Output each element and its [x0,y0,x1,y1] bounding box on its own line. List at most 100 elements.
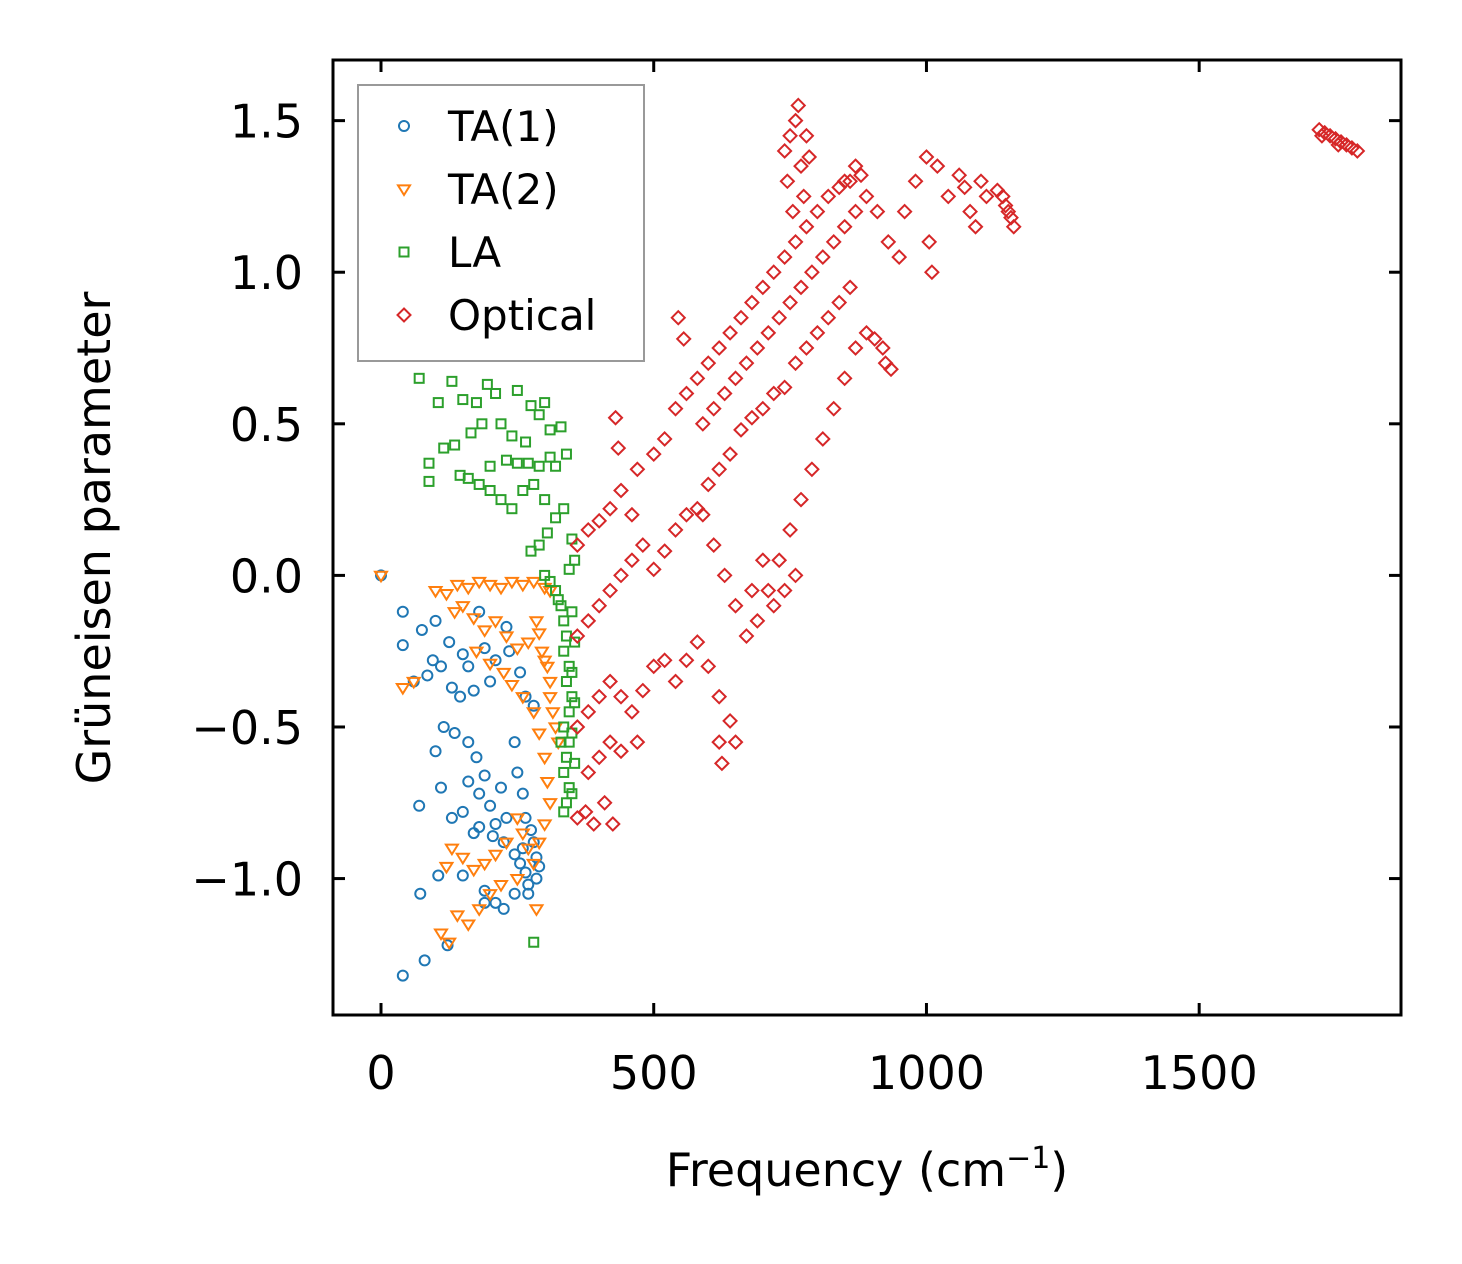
data-point [765,597,782,614]
data-point [956,179,973,196]
data-point [784,203,801,220]
data-point [396,605,409,618]
data-point [516,787,529,800]
legend-entry: TA(1) [398,102,559,151]
data-point [978,188,995,205]
data-point [470,397,482,409]
data-point [569,719,586,735]
data-point [711,688,728,705]
data-point [645,658,662,675]
data-point [853,167,869,184]
data-point [456,805,469,818]
legend-marker [398,246,410,258]
x-tick-label: 0 [366,1046,395,1100]
data-point [525,545,537,557]
data-point [560,448,572,460]
data-point [716,567,733,584]
data-point [511,457,523,469]
data-point [782,127,799,144]
data-point [749,340,766,356]
data-point [566,788,578,800]
data-point [435,660,447,673]
data-point [462,660,475,673]
data-point [700,658,717,675]
data-point [500,811,513,824]
data-point [457,394,469,406]
data-point [522,457,534,469]
legend-label: TA(2) [447,165,559,214]
data-point [738,355,755,372]
data-point [782,294,799,311]
data-point [798,340,815,356]
data-point [563,563,575,575]
legend-entry: Optical [396,291,596,340]
data-point [484,675,497,688]
data-point [716,385,733,402]
data-point [468,646,485,660]
data-point [678,385,695,402]
data-point [446,375,458,387]
data-point [520,843,537,857]
data-point [623,552,640,569]
data-point [525,707,542,720]
data-point [438,861,455,875]
data-marks [373,97,1366,982]
data-point [536,819,553,832]
data-point [396,969,409,982]
data-point [427,585,444,599]
data-point [484,485,496,497]
data-point [481,378,493,390]
data-point [623,506,640,523]
legend-marker [398,120,410,132]
legend-marker [396,307,412,323]
data-point [426,654,439,667]
data-point [814,431,831,447]
legend-entry: TA(2) [396,165,559,214]
data-point [533,409,545,421]
legend-label: LA [448,228,501,277]
data-point [495,494,507,506]
data-point [776,582,793,599]
data-point [405,676,422,690]
data-point [967,218,984,235]
data-point [471,576,487,590]
data-point [569,554,581,566]
data-point [842,173,859,190]
data-point [519,866,532,879]
data-point [487,616,504,629]
data-point [500,620,513,633]
data-point [558,615,570,627]
x-axis-title: Frequency (cm−1) [666,1141,1069,1197]
data-point [591,688,608,705]
data-point [883,361,899,378]
data-point [722,713,739,729]
data-point [1313,127,1330,144]
data-point [667,673,684,690]
y-tick-label: 1.0 [230,246,303,300]
data-point [809,203,826,220]
data-point [517,485,529,497]
data-point [432,869,445,882]
data-point [441,939,454,952]
data-point [558,503,570,515]
data-point [515,579,531,593]
data-point [515,828,531,841]
data-point [476,858,493,872]
data-point [482,658,498,672]
data-point [449,579,466,593]
data-point [516,842,529,855]
data-point [445,811,458,824]
data-point [509,813,526,826]
data-point [877,355,894,372]
data-point [645,561,662,578]
data-point [414,887,427,900]
data-point [467,684,480,697]
data-point [613,688,629,705]
data-point [694,506,711,523]
data-point [847,158,864,175]
data-point [569,757,581,769]
data-point [790,97,807,114]
data-point [754,400,771,417]
data-point [527,699,540,712]
data-point [531,628,547,641]
